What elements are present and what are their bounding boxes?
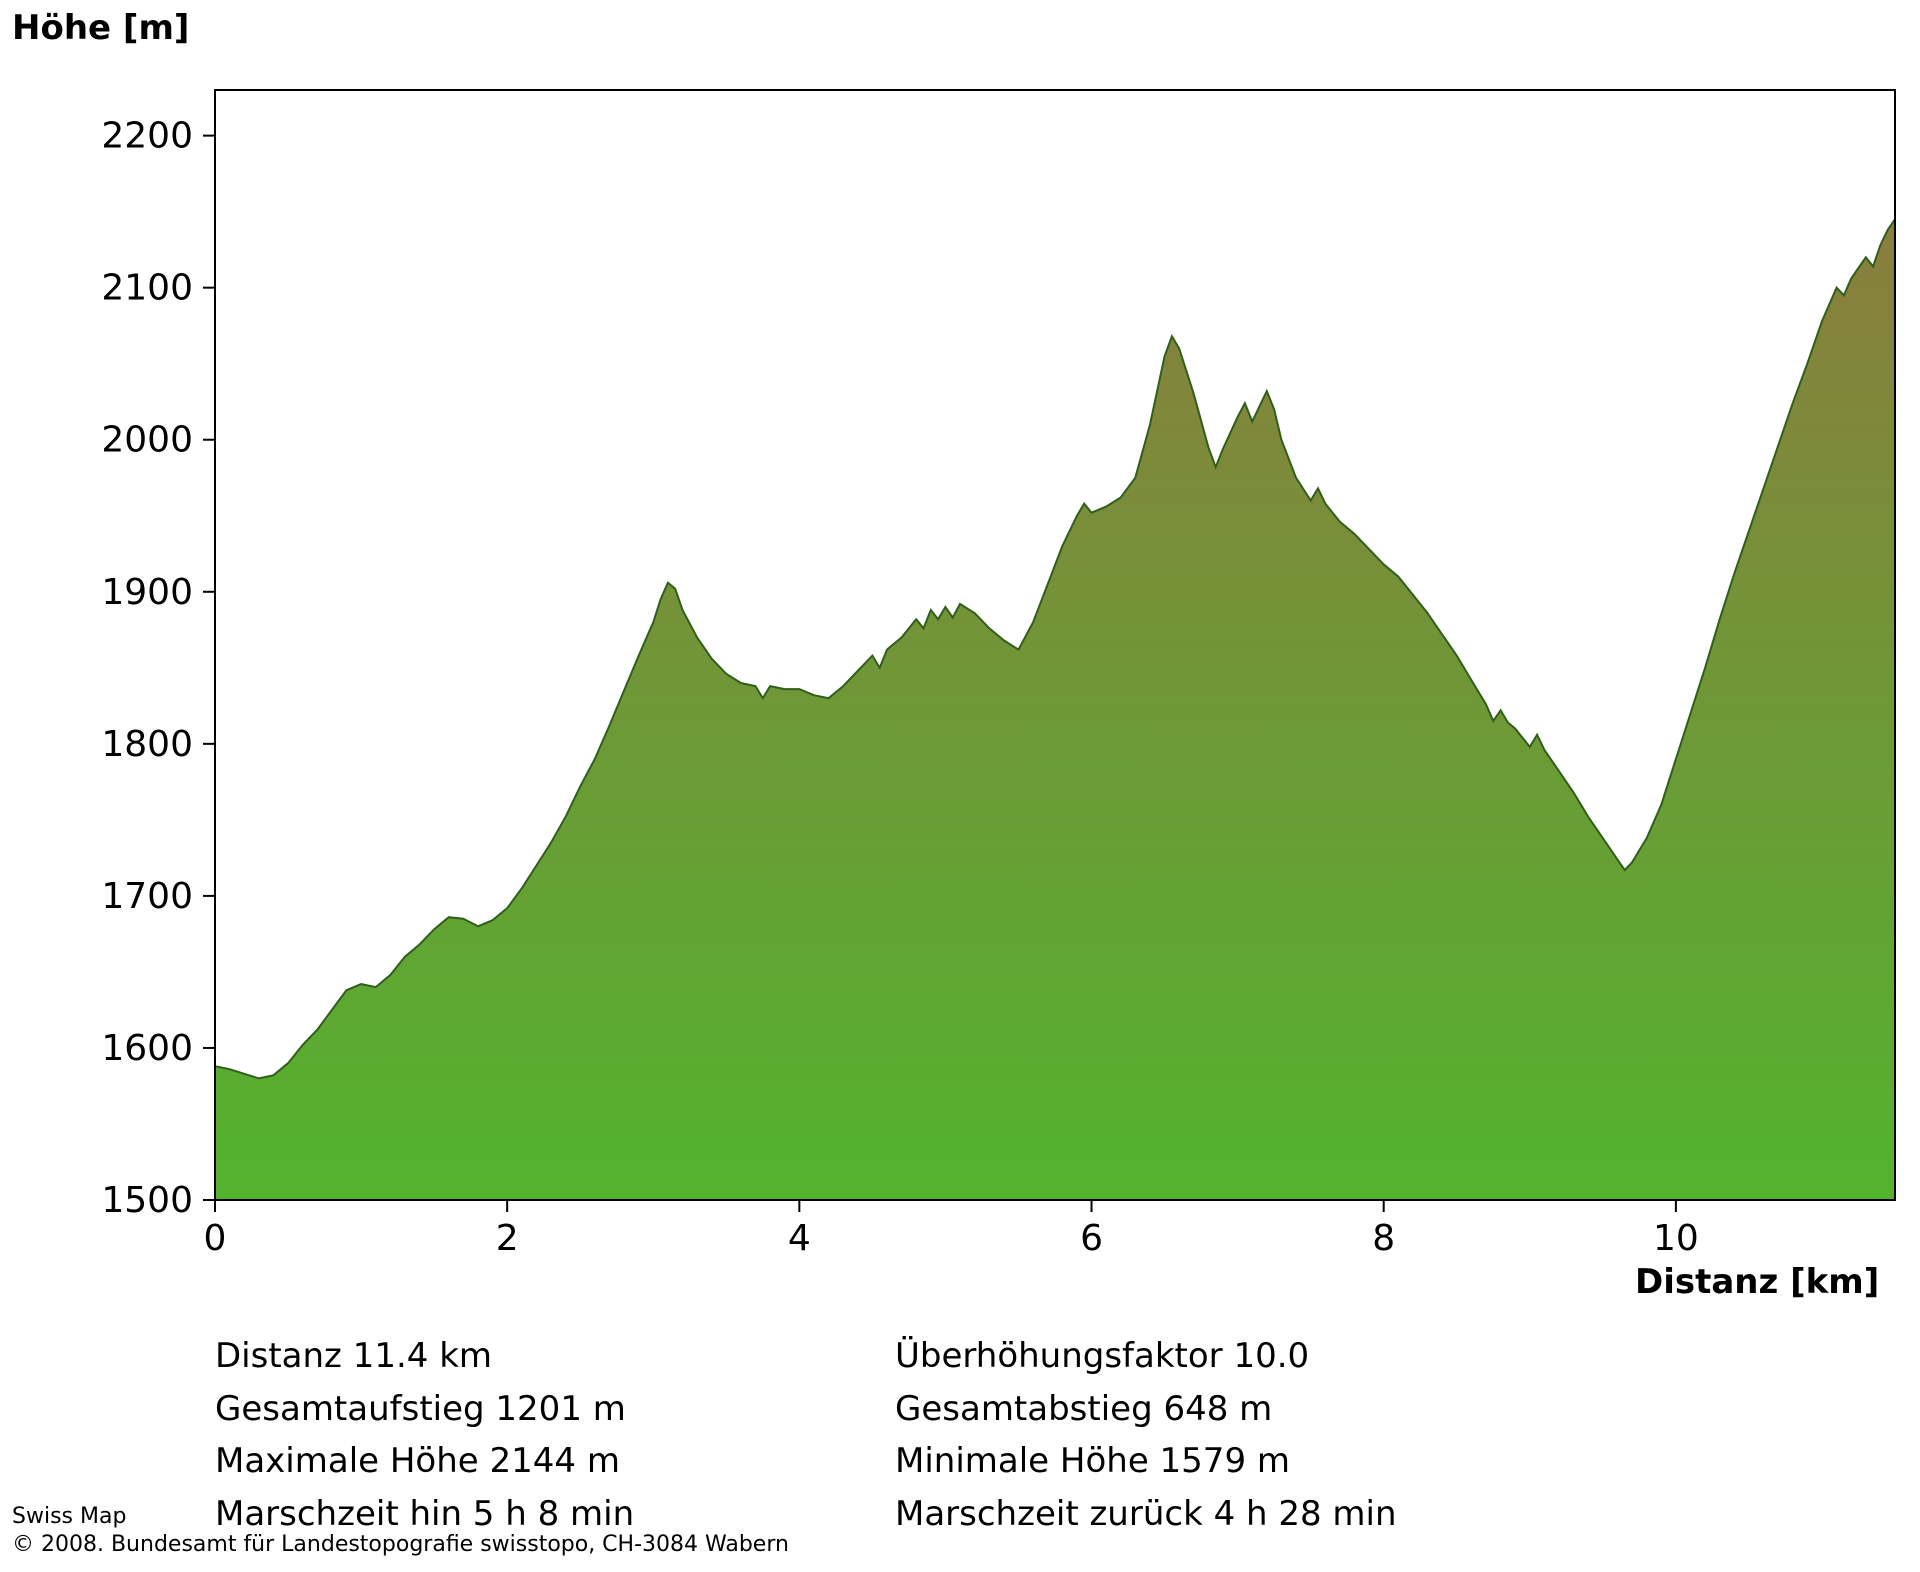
stats-row: Gesamtaufstieg 1201 mGesamtabstieg 648 m: [215, 1383, 1715, 1436]
svg-text:1500: 1500: [101, 1180, 193, 1221]
y-axis-title: Höhe [m]: [12, 8, 189, 48]
stats-cell-left: Distanz 11.4 km: [215, 1330, 895, 1383]
elevation-chart: 150016001700180019002000210022000246810 …: [0, 70, 1920, 1310]
svg-text:2: 2: [496, 1218, 519, 1259]
stats-cell-right: Gesamtabstieg 648 m: [895, 1383, 1575, 1436]
svg-text:2100: 2100: [101, 268, 193, 309]
stats-row: Maximale Höhe 2144 mMinimale Höhe 1579 m: [215, 1435, 1715, 1488]
svg-text:1700: 1700: [101, 876, 193, 917]
footer: Swiss Map © 2008. Bundesamt für Landesto…: [12, 1503, 789, 1560]
stats-cell-right: Marschzeit zurück 4 h 28 min: [895, 1488, 1575, 1541]
page: Höhe [m] 1500160017001800190020002100220…: [0, 0, 1920, 1572]
svg-text:1800: 1800: [101, 724, 193, 765]
svg-text:1900: 1900: [101, 572, 193, 613]
svg-text:1600: 1600: [101, 1028, 193, 1069]
svg-text:6: 6: [1080, 1218, 1103, 1259]
chart-svg: 1500 1600 1700 1800 1900 2000 2100 2200 0 2 4 6 8 10: [0, 70, 1920, 1310]
x-axis-title: Distanz [km]: [1635, 1262, 1879, 1302]
stats-cell-right: Minimale Höhe 1579 m: [895, 1435, 1575, 1488]
svg-text:10: 10: [1653, 1218, 1699, 1259]
footer-line-2: © 2008. Bundesamt für Landestopografie s…: [12, 1531, 789, 1560]
stats-row: Distanz 11.4 kmÜberhöhungsfaktor 10.0: [215, 1330, 1715, 1383]
footer-line-1: Swiss Map: [12, 1503, 789, 1532]
stats-cell-left: Gesamtaufstieg 1201 m: [215, 1383, 895, 1436]
stats-cell-left: Maximale Höhe 2144 m: [215, 1435, 895, 1488]
svg-text:0: 0: [204, 1218, 227, 1259]
stats-cell-right: Überhöhungsfaktor 10.0: [895, 1330, 1575, 1383]
svg-text:8: 8: [1372, 1218, 1395, 1259]
svg-text:2200: 2200: [101, 116, 193, 157]
svg-text:4: 4: [788, 1218, 811, 1259]
svg-text:2000: 2000: [101, 420, 193, 461]
